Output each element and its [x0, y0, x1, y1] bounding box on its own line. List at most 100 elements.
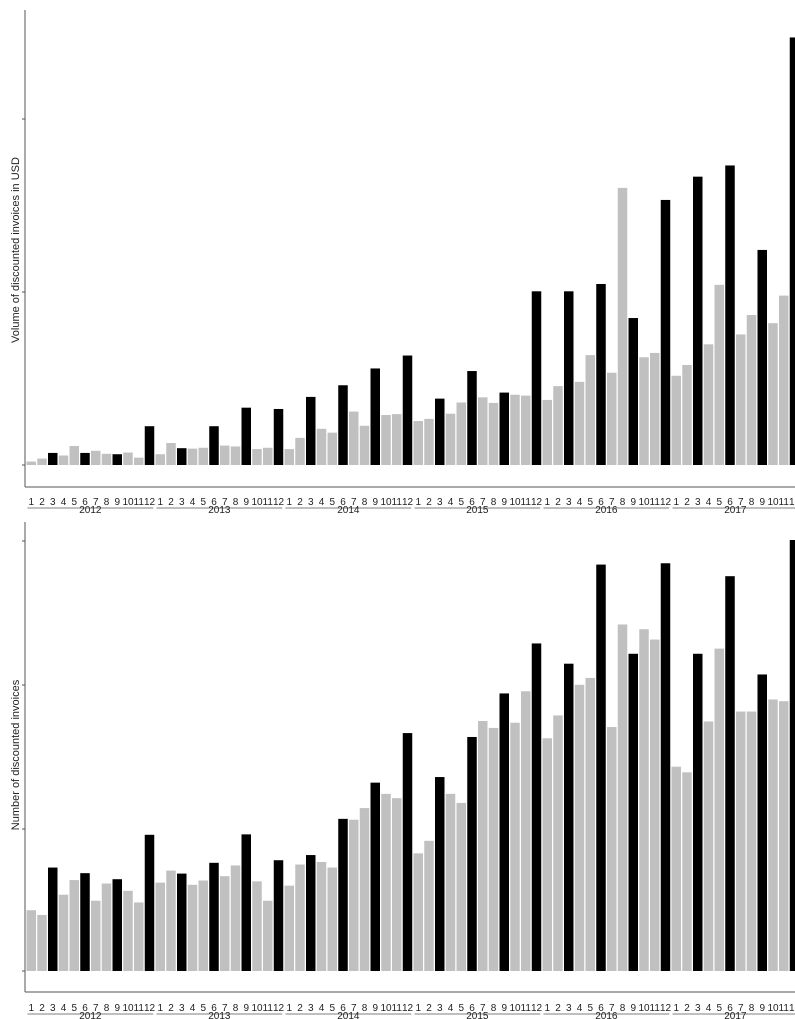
bar — [456, 802, 466, 971]
bar — [338, 385, 348, 465]
month-tick-label: 10 — [767, 497, 779, 508]
bar — [284, 449, 294, 465]
month-tick-label: 6 — [82, 1003, 88, 1014]
year-label: 2012 — [79, 1011, 102, 1019]
bar — [617, 624, 628, 971]
bar — [134, 457, 144, 465]
month-tick-label: 8 — [104, 497, 110, 508]
bar — [424, 840, 434, 971]
month-tick-label: 4 — [448, 497, 454, 508]
month-tick-label: 9 — [759, 1003, 765, 1014]
month-tick-label: 12 — [531, 1003, 543, 1014]
bar — [273, 408, 284, 465]
month-tick-label: 4 — [319, 497, 325, 508]
month-tick-label: 6 — [82, 497, 88, 508]
bar — [392, 414, 402, 465]
bar — [413, 421, 423, 465]
month-tick-label: 9 — [114, 497, 120, 508]
bar — [359, 425, 370, 465]
month-tick-label: 11 — [392, 1003, 403, 1014]
month-tick-label: 3 — [179, 497, 185, 508]
bar — [101, 883, 112, 971]
bar — [69, 880, 79, 971]
month-tick-label: 2 — [555, 497, 561, 508]
month-tick-label: 1 — [157, 497, 163, 508]
month-tick-label: 12 — [402, 1003, 414, 1014]
month-tick-label: 7 — [609, 497, 615, 508]
month-tick-label: 6 — [598, 497, 604, 508]
bar — [650, 352, 660, 465]
bar — [564, 291, 574, 465]
month-tick-label: 11 — [263, 1003, 274, 1014]
bar — [26, 461, 36, 465]
bar — [542, 399, 552, 465]
bar — [316, 861, 327, 971]
month-tick-label: 8 — [104, 1003, 110, 1014]
bar — [144, 834, 155, 971]
month-tick-label: 11 — [521, 497, 532, 508]
bar — [757, 249, 767, 465]
month-tick-label: 9 — [501, 1003, 507, 1014]
month-tick-label: 6 — [469, 497, 475, 508]
bar — [660, 199, 671, 465]
bar — [101, 453, 112, 465]
bar — [531, 291, 542, 465]
bar — [48, 452, 58, 465]
bar — [574, 381, 585, 465]
month-tick-label: 2 — [39, 497, 45, 508]
bar — [338, 818, 348, 971]
year-label: 2015 — [466, 1011, 489, 1019]
bar — [596, 564, 606, 971]
month-tick-label: 10 — [380, 1003, 392, 1014]
month-tick-label: 3 — [695, 1003, 701, 1014]
month-tick-label: 8 — [749, 1003, 755, 1014]
month-tick-label: 1 — [415, 497, 421, 508]
month-tick-label: 12 — [144, 497, 156, 508]
month-tick-label: 1 — [157, 1003, 163, 1014]
month-tick-label: 3 — [179, 1003, 185, 1014]
month-tick-label: 4 — [706, 497, 712, 508]
month-tick-label: 1 — [673, 497, 679, 508]
month-tick-label: 2 — [297, 497, 303, 508]
bar — [187, 884, 198, 971]
month-tick-label: 1 — [28, 1003, 34, 1014]
bar — [370, 368, 380, 465]
y-axis-label: Volume of discounted invoices in USD — [10, 157, 22, 343]
month-tick-label: 12 — [402, 497, 414, 508]
bar — [714, 648, 724, 971]
bar — [306, 855, 316, 971]
bar — [220, 445, 230, 465]
bar — [467, 371, 477, 465]
month-tick-label: 4 — [706, 1003, 712, 1014]
month-tick-label: 5 — [329, 1003, 335, 1014]
month-tick-label: 6 — [727, 1003, 733, 1014]
month-tick-label: 11 — [650, 497, 661, 508]
month-tick-label: 6 — [340, 1003, 346, 1014]
month-tick-label: 12 — [531, 497, 543, 508]
month-tick-label: 7 — [738, 1003, 744, 1014]
month-tick-label: 12 — [660, 1003, 672, 1014]
year-label: 2012 — [79, 505, 102, 516]
month-tick-label: 1 — [673, 1003, 679, 1014]
bar — [746, 711, 757, 971]
bar — [510, 722, 520, 971]
bar — [37, 458, 47, 465]
bar — [134, 902, 144, 971]
bar — [220, 876, 230, 971]
bar — [187, 448, 198, 465]
bar — [263, 900, 273, 971]
bar — [155, 454, 165, 465]
bar — [295, 437, 305, 465]
month-tick-label: 6 — [727, 497, 733, 508]
bar — [26, 910, 36, 971]
month-tick-label: 9 — [243, 1003, 249, 1014]
bar — [445, 413, 456, 465]
bar — [628, 653, 638, 971]
bar — [499, 693, 509, 971]
month-tick-label: 7 — [93, 1003, 99, 1014]
month-tick-label: 5 — [587, 1003, 593, 1014]
bar — [553, 715, 563, 971]
bar — [284, 885, 294, 971]
bar — [166, 870, 176, 971]
bar — [198, 880, 208, 971]
